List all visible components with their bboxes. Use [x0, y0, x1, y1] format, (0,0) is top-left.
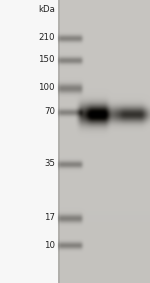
- Text: 10: 10: [44, 241, 55, 250]
- Text: 150: 150: [39, 55, 55, 65]
- Text: kDa: kDa: [38, 5, 55, 14]
- Text: 70: 70: [44, 108, 55, 117]
- Text: 100: 100: [39, 83, 55, 93]
- Text: 17: 17: [44, 213, 55, 222]
- Text: 210: 210: [39, 33, 55, 42]
- Text: 35: 35: [44, 160, 55, 168]
